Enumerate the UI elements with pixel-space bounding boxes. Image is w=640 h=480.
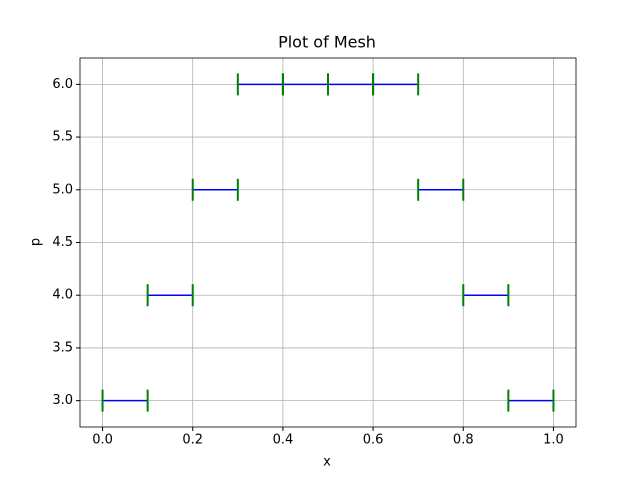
x-tick-label: 1.0 (543, 433, 564, 448)
x-tick-label: 0.2 (182, 433, 203, 448)
plot-frame (79, 57, 577, 428)
x-tick-label: 0.8 (453, 433, 474, 448)
x-tick-label: 0.6 (363, 433, 384, 448)
x-tick-label: 0.4 (273, 433, 294, 448)
y-tick-label: 4.0 (52, 288, 73, 303)
y-tick-label: 4.5 (52, 235, 73, 250)
y-tick-label: 3.0 (52, 393, 73, 408)
y-axis-label: p (29, 238, 44, 246)
y-tick-label: 3.5 (52, 340, 73, 355)
x-axis-label: x (323, 455, 331, 470)
y-tick-label: 6.0 (52, 77, 73, 92)
x-tick-label: 0.0 (92, 433, 113, 448)
chart-title: Plot of Mesh (278, 33, 376, 52)
y-tick-label: 5.0 (52, 182, 73, 197)
y-tick-label: 5.5 (52, 130, 73, 145)
